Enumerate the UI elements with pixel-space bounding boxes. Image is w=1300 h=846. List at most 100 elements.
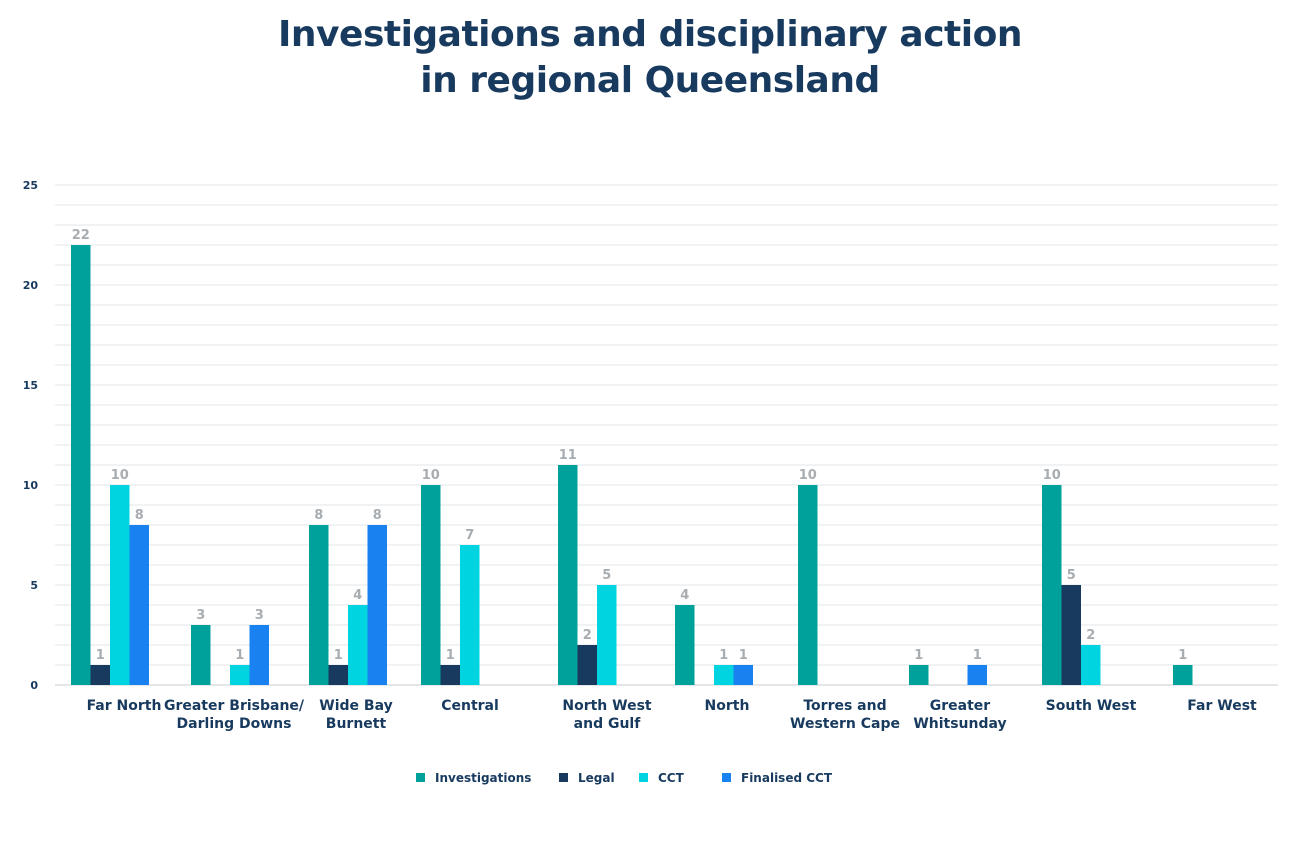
legend-label: CCT — [658, 771, 685, 785]
y-tick-label: 0 — [30, 679, 38, 692]
x-category-label-line: Far North — [87, 698, 162, 714]
x-category-label: Wide Bay Burnett — [319, 698, 392, 732]
value-label: 10 — [799, 468, 817, 483]
x-category-label-line: Greater — [930, 698, 991, 714]
value-label: 1 — [719, 648, 728, 663]
value-label: 3 — [255, 608, 264, 623]
x-category-label: North West and Gulf — [562, 698, 652, 732]
legend-item: Investigations — [416, 771, 531, 785]
legend-swatch — [722, 773, 731, 782]
legend-label: Finalised CCT — [741, 771, 833, 785]
bar-legal — [328, 665, 348, 685]
value-label: 1 — [914, 648, 923, 663]
value-label: 1 — [1178, 648, 1187, 663]
y-tick-label: 10 — [23, 479, 39, 492]
x-category-label-line: Whitsunday — [913, 716, 1006, 732]
bar-investigations — [909, 665, 929, 685]
x-category-label-line: North — [705, 698, 750, 714]
bar-investigations — [675, 605, 695, 685]
bar-cct — [348, 605, 368, 685]
bar-investigations — [558, 465, 578, 685]
bar-investigations — [1173, 665, 1193, 685]
bar-finalised-cct — [967, 665, 987, 685]
bar-legal — [90, 665, 110, 685]
x-category-label-line: Darling Downs — [177, 716, 292, 732]
value-label: 1 — [235, 648, 244, 663]
y-tick-label: 15 — [23, 379, 38, 392]
x-category-label-line: Burnett — [326, 716, 387, 732]
x-category-label-line: Greater Brisbane/ — [164, 698, 305, 714]
value-label: 1 — [334, 648, 343, 663]
value-label: 11 — [559, 448, 577, 463]
bar-cct — [110, 485, 130, 685]
value-label: 4 — [353, 588, 362, 603]
bar-cct — [1081, 645, 1101, 685]
x-category-label-line: Western Cape — [790, 716, 900, 732]
value-label: 3 — [196, 608, 205, 623]
y-axis: 0 5 10 15 20 25 — [23, 179, 39, 692]
x-category-label-line: Far West — [1187, 698, 1257, 714]
value-label: 8 — [314, 508, 323, 523]
x-category-label: North — [705, 698, 750, 714]
chart-title-line-1: Investigations and disciplinary action — [278, 14, 1022, 55]
bar-finalised-cct — [367, 525, 387, 685]
x-category-label: South West — [1046, 698, 1137, 714]
bar-investigations — [71, 245, 91, 685]
value-label: 1 — [96, 648, 105, 663]
value-label: 1 — [973, 648, 982, 663]
value-label: 10 — [1043, 468, 1061, 483]
bar-legal — [1061, 585, 1081, 685]
value-label: 10 — [111, 468, 129, 483]
x-category-label: Far North — [87, 698, 162, 714]
x-category-label: Far West — [1187, 698, 1257, 714]
value-label: 1 — [739, 648, 748, 663]
legend-swatch — [559, 773, 568, 782]
x-category-label-line: Central — [441, 698, 499, 714]
value-label: 8 — [373, 508, 382, 523]
legend: Investigations Legal CCT Finalised CCT — [416, 771, 833, 785]
value-label: 7 — [465, 528, 474, 543]
bars — [71, 245, 1193, 685]
value-label: 5 — [602, 568, 611, 583]
bar-legal — [440, 665, 460, 685]
bar-investigations — [1042, 485, 1062, 685]
legend-swatch — [416, 773, 425, 782]
value-label: 8 — [135, 508, 144, 523]
gridlines — [55, 184, 1278, 686]
y-tick-label: 20 — [23, 279, 39, 292]
bar-investigations — [309, 525, 329, 685]
y-tick-label: 25 — [23, 179, 38, 192]
value-label: 2 — [1086, 628, 1095, 643]
x-category-label-line: Wide Bay — [319, 698, 392, 714]
bar-investigations — [798, 485, 818, 685]
y-tick-label: 5 — [30, 579, 38, 592]
value-label: 4 — [680, 588, 689, 603]
bar-investigations — [191, 625, 211, 685]
value-label: 22 — [72, 228, 90, 243]
value-label: 2 — [583, 628, 592, 643]
chart-title-line-2: in regional Queensland — [420, 60, 880, 101]
bar-finalised-cct — [733, 665, 753, 685]
bar-cct — [460, 545, 480, 685]
legend-item: Legal — [559, 771, 615, 785]
x-category-label-line: South West — [1046, 698, 1137, 714]
x-category-label-line: Torres and — [803, 698, 886, 714]
bar-cct — [230, 665, 250, 685]
legend-swatch — [639, 773, 648, 782]
value-label: 5 — [1067, 568, 1076, 583]
x-category-label-line: North West — [562, 698, 652, 714]
legend-label: Investigations — [435, 771, 531, 785]
bar-finalised-cct — [249, 625, 269, 685]
value-label: 10 — [422, 468, 440, 483]
chart-title: Investigations and disciplinary action i… — [0, 12, 1300, 104]
x-axis: Far North Greater Brisbane/Darling Downs W… — [87, 698, 1257, 732]
bar-cct — [714, 665, 734, 685]
x-category-label: Torres and Western Cape — [790, 698, 900, 732]
legend-item: Finalised CCT — [722, 771, 833, 785]
bar-investigations — [421, 485, 441, 685]
legend-label: Legal — [578, 771, 615, 785]
x-category-label-line: and Gulf — [574, 716, 642, 732]
x-category-label: Central — [441, 698, 499, 714]
